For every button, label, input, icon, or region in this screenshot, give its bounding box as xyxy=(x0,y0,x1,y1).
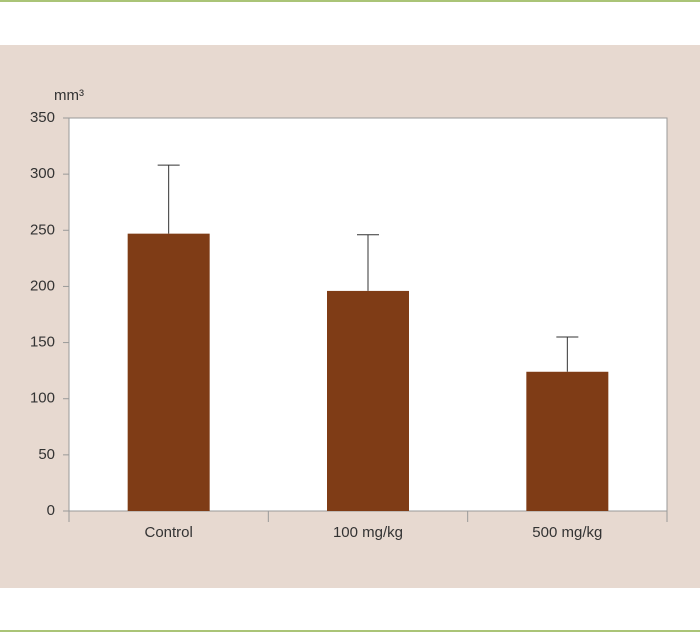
y-tick-label: 300 xyxy=(30,165,55,182)
y-tick-label: 0 xyxy=(47,502,55,519)
y-tick-label: 200 xyxy=(30,277,55,294)
bar xyxy=(327,290,409,511)
y-tick-label: 250 xyxy=(30,221,55,238)
y-tick-label: 350 xyxy=(30,109,55,126)
y-tick-label: 100 xyxy=(30,390,55,407)
x-tick-label: Control xyxy=(144,524,192,541)
bar xyxy=(526,371,609,511)
x-tick-label: 100 mg/kg xyxy=(333,524,403,541)
y-tick-label: 50 xyxy=(38,446,55,463)
bar xyxy=(127,233,210,511)
x-tick-label: 500 mg/kg xyxy=(532,524,602,541)
y-tick-label: 150 xyxy=(30,334,55,351)
y-axis-label: mm³ xyxy=(54,87,84,104)
